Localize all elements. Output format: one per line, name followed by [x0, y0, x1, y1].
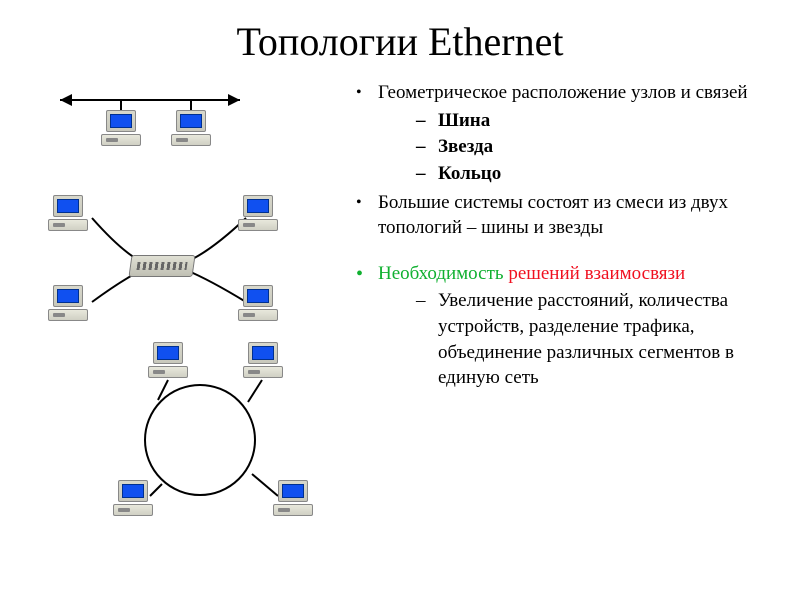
bullet-list: Геометрическое расположение узлов и связ…	[330, 80, 780, 241]
bullet-list-2: Необходимость решений взаимосвязи Увелич…	[330, 261, 780, 391]
sub-star: Звезда	[416, 134, 780, 160]
computer-icon	[240, 342, 286, 382]
computer-icon	[270, 480, 316, 520]
computer-icon	[235, 285, 281, 325]
necessity-red: решений взаимосвязи	[504, 263, 686, 284]
computer-icon	[45, 195, 91, 235]
bullet-large-systems: Большие системы состоят из смеси из двух…	[356, 190, 780, 241]
hub-icon	[130, 255, 194, 279]
computer-icon	[45, 285, 91, 325]
ring-drop	[248, 380, 262, 402]
page-title: Топологии Ethernet	[0, 0, 800, 65]
bullet-text: Геометрическое расположение узлов и связ…	[378, 82, 748, 103]
sub-bus: Шина	[416, 108, 780, 134]
content-area: Геометрическое расположение узлов и связ…	[0, 80, 800, 394]
sub-list-2: Увеличение расстояний, количества устрой…	[378, 288, 780, 391]
necessity-green: Необходимость	[378, 263, 504, 284]
bullet-necessity: Необходимость решений взаимосвязи Увелич…	[356, 261, 780, 391]
computer-icon	[110, 480, 156, 520]
text-panel: Геометрическое расположение узлов и связ…	[330, 80, 790, 394]
computer-icon	[168, 110, 214, 150]
bus-arrow-left	[60, 94, 72, 106]
sub-list: Шина Звезда Кольцо	[378, 108, 780, 187]
bullet-geometry: Геометрическое расположение узлов и связ…	[356, 80, 780, 187]
computer-icon	[235, 195, 281, 235]
sub-ring: Кольцо	[416, 161, 780, 187]
bus-arrow-right	[228, 94, 240, 106]
sub-necessity-detail: Увеличение расстояний, количества устрой…	[416, 288, 780, 391]
ring-circle	[145, 385, 255, 495]
computer-icon	[98, 110, 144, 150]
diagram-panel	[0, 80, 330, 394]
computer-icon	[145, 342, 191, 382]
topology-diagram	[0, 80, 330, 560]
